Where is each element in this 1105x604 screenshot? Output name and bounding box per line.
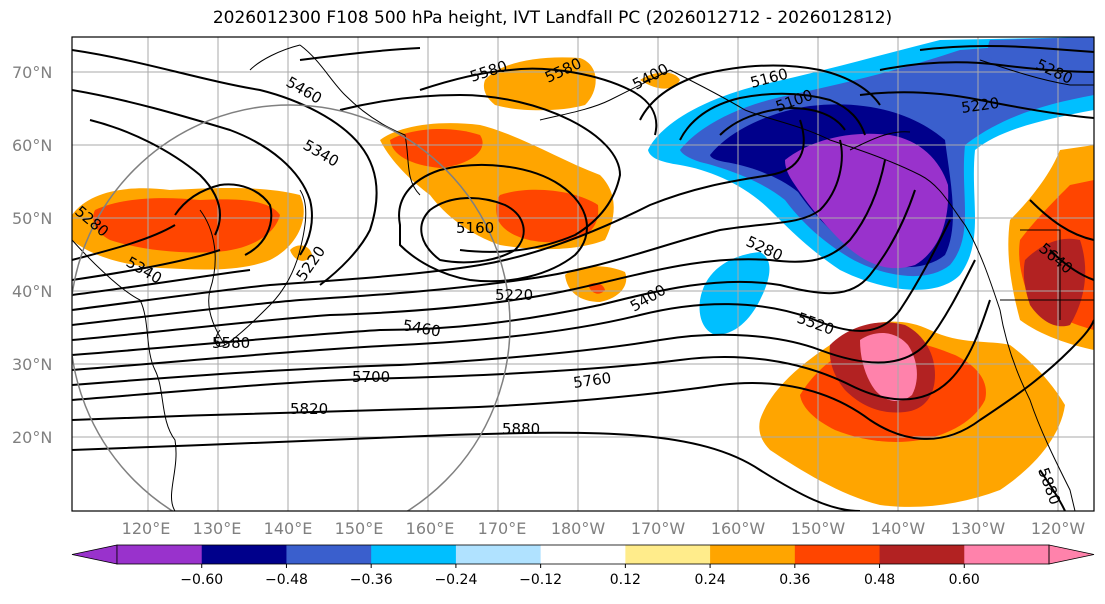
- contour-label: 5700: [352, 368, 390, 386]
- colorbar-border: [116, 544, 1050, 565]
- lon-label: 130°W: [951, 519, 1006, 538]
- colorbar-segment: [117, 545, 203, 564]
- lat-label-30n: 30°N: [12, 355, 52, 374]
- colorbar-segment: [794, 545, 881, 564]
- lon-label: 160°W: [711, 519, 766, 538]
- colorbar-tick-label: −0.48: [265, 572, 308, 588]
- lat-label-20n: 20°N: [12, 428, 52, 447]
- colorbar-segment: [286, 545, 372, 564]
- height-contours: [72, 44, 1094, 511]
- colorbar-tick-label: −0.36: [350, 572, 393, 588]
- colorbar-segment: [964, 545, 1050, 564]
- ivt-negative-purple: [785, 133, 949, 269]
- lat-label-50n: 50°N: [12, 209, 52, 228]
- ivt-positive-westcoast-darkred: [1023, 238, 1086, 327]
- map-content: 5580 5580 5400 5160 5280 5460 5100 5220 …: [72, 37, 1094, 511]
- contour-label: 5880: [502, 420, 540, 438]
- colorbar: −0.60 −0.48 −0.36 −0.24 −0.12 0.12 0.24 0.36 0.4…: [71, 544, 1095, 588]
- lon-label: 140°W: [871, 519, 926, 538]
- colorbar-segment: [201, 545, 287, 564]
- colorbar-tick-label: 0.12: [610, 572, 641, 588]
- ivt-positive-center-red-1: [390, 128, 483, 168]
- lon-label: 180°W: [551, 519, 606, 538]
- contour-label: 5160: [456, 219, 494, 237]
- ivt-positive-pink: [860, 333, 917, 402]
- colorbar-tick-label: 0.60: [949, 572, 980, 588]
- colorbar-segment: [879, 545, 965, 564]
- lon-label: 140°E: [264, 519, 313, 538]
- lat-label-70n: 70°N: [12, 63, 52, 82]
- colorbar-segment: [455, 545, 542, 564]
- contour-label: 5820: [290, 400, 328, 418]
- lon-label: 120°W: [1031, 519, 1086, 538]
- contour-label: 5220: [495, 286, 533, 304]
- lon-label: 160°E: [406, 519, 455, 538]
- lon-label: 150°W: [791, 519, 846, 538]
- gridlines: [72, 37, 1094, 511]
- lon-label: 130°E: [193, 519, 242, 538]
- lon-label: 120°E: [122, 519, 171, 538]
- colorbar-tick-label: −0.24: [434, 572, 477, 588]
- lat-label-40n: 40°N: [12, 282, 52, 301]
- colorbar-segment: [540, 545, 626, 564]
- colorbar-tick-label: 0.24: [695, 572, 726, 588]
- lon-label: 170°W: [631, 519, 686, 538]
- map-frame: [71, 36, 1095, 512]
- colorbar-segment: [371, 545, 457, 564]
- colorbar-arrow-right: [1048, 544, 1095, 565]
- colorbar-tick-label: 0.36: [779, 572, 810, 588]
- contour-label: 5760: [572, 369, 612, 392]
- colorbar-arrow-left: [71, 544, 118, 565]
- ivt-positive-top-orange-2: [640, 72, 680, 89]
- contour-label: 5220: [960, 94, 1000, 117]
- ivt-negative-lightblue-patch: [699, 252, 770, 335]
- colorbar-segment: [625, 545, 711, 564]
- lat-label-60n: 60°N: [12, 136, 52, 155]
- colorbar-tick-label: −0.60: [180, 572, 223, 588]
- range-circle: [72, 104, 511, 511]
- colorbar-tick-label: −0.12: [519, 572, 562, 588]
- colorbar-tick-label: 0.48: [864, 572, 895, 588]
- colorbar-segment: [710, 545, 796, 564]
- ivt-positive-center-red-2: [496, 189, 599, 243]
- contour-label: 5580: [212, 334, 250, 352]
- longitude-labels: 120°E 130°E 140°E 150°E 160°E 170°E 180°…: [122, 519, 1086, 538]
- latitude-labels: 70°N 60°N 50°N 40°N 30°N 20°N: [12, 63, 52, 447]
- ivt-positive-asia-red: [93, 198, 280, 253]
- lon-label: 150°E: [335, 519, 384, 538]
- lon-label: 170°E: [478, 519, 527, 538]
- figure-title: 2026012300 F108 500 hPa height, IVT Land…: [212, 8, 893, 28]
